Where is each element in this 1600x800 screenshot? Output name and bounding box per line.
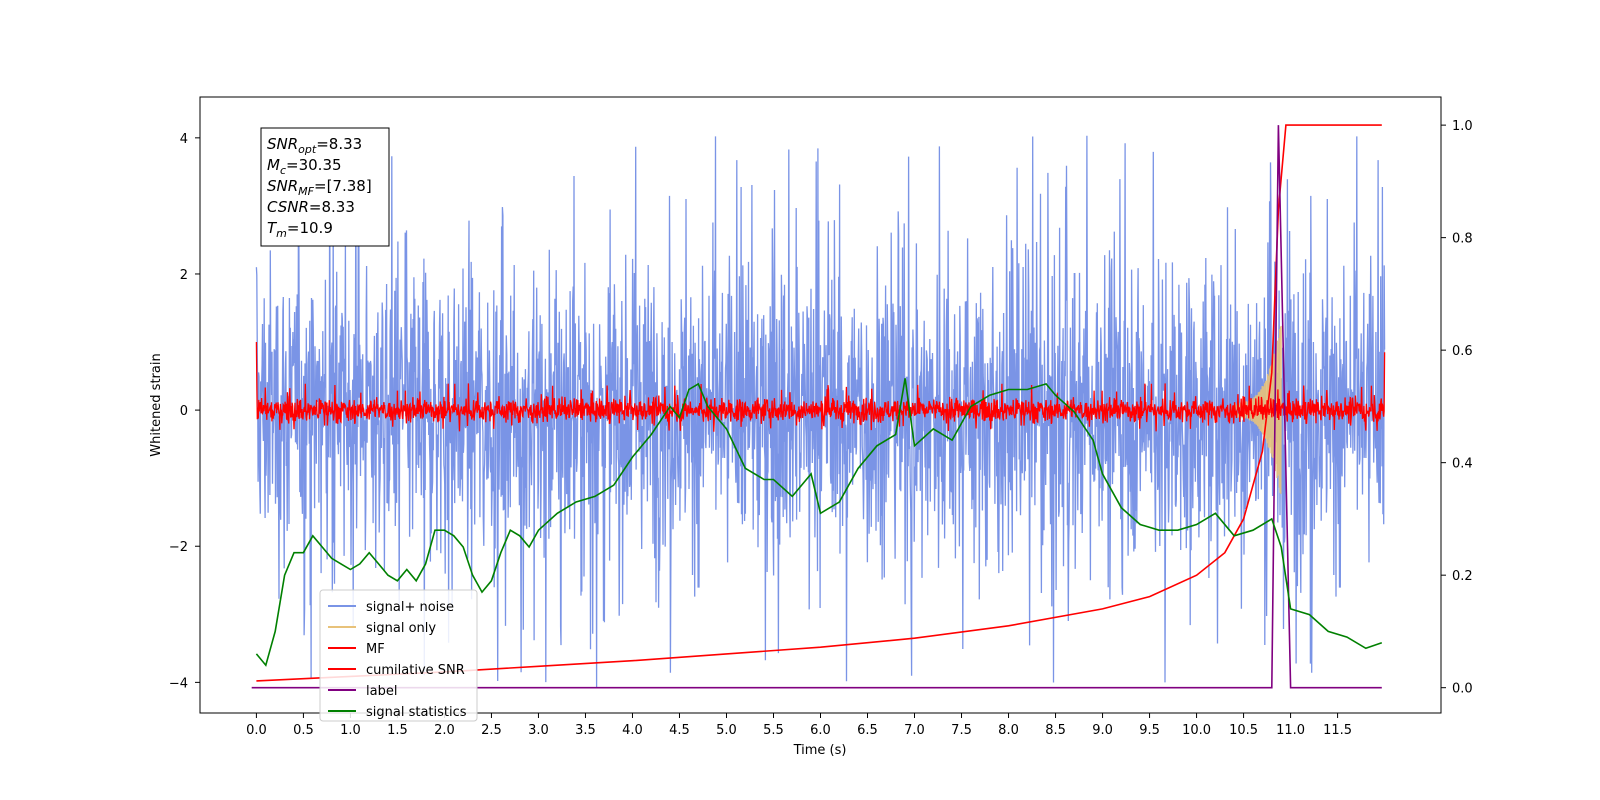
x-tick-label: 7.5 [951, 723, 972, 738]
x-tick-label: 8.5 [1045, 723, 1066, 738]
y-tick-label-right: 0.0 [1452, 682, 1473, 697]
x-tick-label: 11.5 [1323, 723, 1352, 738]
y-tick-label-left: −2 [169, 540, 188, 555]
x-tick-label: 4.5 [669, 723, 690, 738]
y-axis-left: 4 2 0 −2 −4 [169, 132, 200, 691]
x-tick-label: 0.5 [293, 723, 314, 738]
x-tick-label: 9.0 [1092, 723, 1113, 738]
x-tick-label: 4.0 [622, 723, 643, 738]
x-tick-label: 0.0 [246, 723, 267, 738]
series-mf-line [255, 341, 1386, 432]
legend-label: label [366, 684, 397, 699]
legend-frame [319, 589, 478, 722]
y-tick-label-right: 0.4 [1452, 457, 1473, 472]
y-axis-label-left: Whitened strain [149, 353, 164, 456]
series-cumulative-snr-line [256, 124, 1382, 682]
series-layer [251, 124, 1386, 689]
y-tick-label-left: 2 [180, 268, 188, 283]
x-tick-label: 7.0 [904, 723, 925, 738]
x-tick-label: 8.0 [998, 723, 1019, 738]
x-axis: 0.0 0.5 1.0 1.5 2.0 2.5 3.0 3.5 4.0 4.5 5.0 5.5 6.0 6… [246, 713, 1352, 738]
legend-label: cumilative SNR [366, 663, 465, 678]
annotation-line: SNRMF=[7.38] [267, 177, 372, 198]
y-tick-label-left: 0 [180, 404, 188, 419]
y-tick-label-left: −4 [169, 676, 188, 691]
x-tick-label: 10.5 [1229, 723, 1258, 738]
y-tick-label-right: 0.6 [1452, 344, 1473, 359]
y-axis-right: 1.0 0.8 0.6 0.4 0.2 0.0 [1441, 119, 1473, 697]
annotation-line: CSNR=8.33 [267, 198, 355, 216]
series-signal-only-line [1233, 325, 1282, 494]
y-tick-label-left: 4 [180, 132, 188, 147]
x-axis-label: Time (s) [793, 743, 847, 758]
x-tick-label: 1.5 [387, 723, 408, 738]
x-tick-label: 2.0 [434, 723, 455, 738]
x-tick-label: 2.5 [481, 723, 502, 738]
annotation-line: SNRopt=8.33 [267, 135, 362, 156]
x-tick-label: 10.0 [1182, 723, 1211, 738]
legend-label: signal only [366, 621, 436, 636]
x-tick-label: 1.0 [340, 723, 361, 738]
y-tick-label-right: 0.2 [1452, 569, 1473, 584]
annotation-line: Mc=30.35 [267, 156, 342, 177]
annotation-box: SNRopt=8.33Mc=30.35SNRMF=[7.38]CSNR=8.33… [260, 127, 390, 247]
x-tick-label: 11.0 [1276, 723, 1305, 738]
annotation-frame [260, 127, 390, 247]
x-tick-label: 3.0 [528, 723, 549, 738]
y-tick-label-right: 1.0 [1452, 119, 1473, 134]
x-tick-label: 6.0 [810, 723, 831, 738]
legend-label: MF [366, 642, 385, 657]
annotation-line: Tm=10.9 [267, 219, 333, 240]
series-signal-statistics-line [255, 378, 1383, 667]
series-label-line [251, 125, 1382, 689]
legend-label: signal statistics [366, 705, 467, 720]
y-tick-label-right: 0.8 [1452, 232, 1473, 247]
x-tick-label: 5.5 [763, 723, 784, 738]
legend: signal+ noise signal only MF cumilative SNR… [319, 589, 478, 722]
x-tick-label: 6.5 [857, 723, 878, 738]
legend-label: signal+ noise [366, 600, 454, 615]
x-tick-label: 5.0 [716, 723, 737, 738]
x-tick-label: 3.5 [575, 723, 596, 738]
x-tick-label: 9.5 [1139, 723, 1160, 738]
